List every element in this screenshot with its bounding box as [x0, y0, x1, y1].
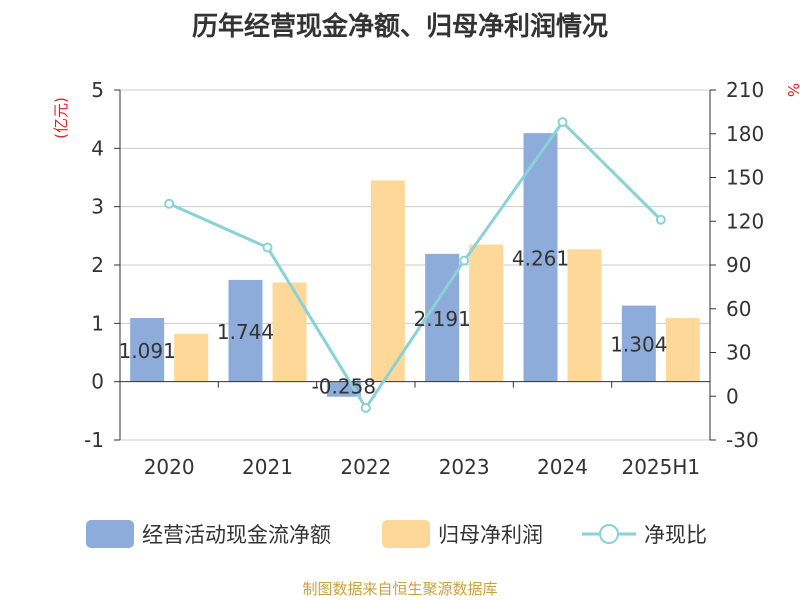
legend-label-net-profit: 归母净利润 [438, 523, 543, 547]
net-profit-bar [272, 282, 307, 382]
legend-label-ratio: 净现比 [644, 523, 707, 547]
left-axis-tick-label: 4 [91, 136, 104, 160]
left-axis-tick-label: -1 [84, 428, 104, 452]
right-axis-tick-label: 210 [726, 78, 764, 102]
ratio-point [655, 214, 666, 225]
net-profit-bar [567, 249, 602, 382]
cash-flow-data-label: -0.258 [312, 375, 376, 399]
right-axis-tick-label: 120 [726, 209, 764, 233]
ratio-point [360, 402, 371, 413]
net-profit-bar [469, 244, 504, 382]
cash-flow-bar [621, 305, 656, 382]
cash-flow-data-label: 1.744 [217, 320, 274, 344]
ratio-line [168, 119, 662, 411]
ratio-point [164, 198, 175, 209]
ratio-point [262, 242, 273, 253]
ratio-point [557, 117, 568, 128]
ratio-point [459, 255, 470, 266]
left-axis-tick-label: 1 [91, 311, 104, 335]
net-profit-bar [665, 318, 700, 382]
right-axis-tick-label: 30 [726, 341, 751, 365]
x-axis-tick-label: 2025H1 [621, 455, 700, 479]
legend-swatch-cash-flow [86, 520, 134, 548]
cash-flow-data-label: 4.261 [512, 246, 569, 270]
right-axis-unit: % [784, 83, 800, 97]
x-axis-tick-label: 2022 [340, 455, 391, 479]
data-source-note: 制图数据来自恒生聚源数据库 [302, 580, 498, 598]
net-profit-bar [370, 180, 405, 382]
x-axis-tick-label: 2024 [537, 455, 588, 479]
cash-flow-data-label: 2.191 [414, 307, 471, 331]
left-axis-tick-label: 5 [91, 78, 104, 102]
legend-swatch-ratio-marker [599, 524, 619, 544]
x-axis-tick-label: 2023 [439, 455, 490, 479]
legend-swatch-net-profit [382, 520, 430, 548]
right-axis-tick-label: 180 [726, 122, 764, 146]
chart-title: 历年经营现金净额、归母净利润情况 [191, 12, 608, 42]
x-axis-tick-label: 2021 [242, 455, 293, 479]
left-axis-unit: (亿元) [52, 97, 70, 139]
cash-flow-bar [130, 318, 165, 382]
left-axis-tick-label: 2 [91, 253, 104, 277]
net-profit-bar [174, 333, 209, 382]
right-axis-tick-label: 0 [726, 384, 739, 408]
x-axis-tick-label: 2020 [144, 455, 195, 479]
right-axis-tick-label: 150 [726, 166, 764, 190]
left-axis-tick-label: 3 [91, 195, 104, 219]
cash-flow-data-label: 1.091 [119, 339, 176, 363]
cash-flow-data-label: 1.304 [610, 333, 667, 357]
left-axis-tick-label: 0 [91, 370, 104, 394]
right-axis-tick-label: 60 [726, 297, 751, 321]
right-axis-tick-label: 90 [726, 253, 751, 277]
legend-label-cash-flow: 经营活动现金流净额 [142, 523, 331, 547]
cash-flow-bar [228, 279, 263, 382]
right-axis-tick-label: -30 [726, 428, 759, 452]
cash-flow-bar [523, 133, 558, 382]
